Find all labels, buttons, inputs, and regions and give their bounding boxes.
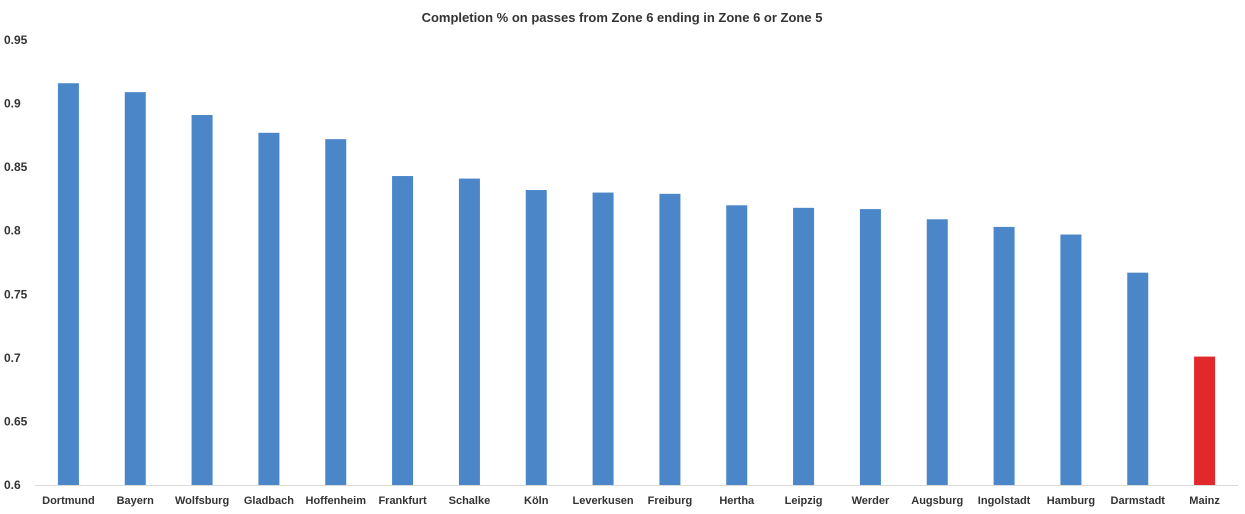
chart-title: Completion % on passes from Zone 6 endin… (422, 10, 823, 25)
y-tick-label: 0.85 (4, 160, 28, 174)
bar-werder (859, 209, 881, 485)
x-tick-label: Bayern (117, 495, 155, 507)
x-tick-label: Werder (852, 495, 890, 507)
x-tick-label: Darmstadt (1111, 495, 1166, 507)
bar-hertha (726, 205, 748, 486)
x-tick-label: Gladbach (244, 495, 294, 507)
x-tick-label: Wolfsburg (175, 495, 229, 507)
y-tick-label: 0.75 (4, 287, 28, 301)
bar-frankfurt (392, 176, 414, 486)
y-tick-label: 0.7 (4, 351, 21, 365)
bar-leverkusen (592, 192, 614, 486)
y-tick-label: 0.8 (4, 224, 21, 238)
x-tick-label: Leipzig (785, 495, 823, 507)
x-tick-label: Hamburg (1047, 495, 1095, 507)
x-axis: Dortmund Bayern Wolfsburg Gladbach Hoffenhei… (42, 495, 1220, 507)
y-tick-label: 0.65 (4, 414, 28, 428)
bar-augsburg (926, 219, 948, 485)
bar-hamburg (1060, 234, 1082, 485)
bar-ingolstadt (993, 226, 1015, 485)
bar-leipzig (793, 207, 815, 486)
y-axis: 0.95 0.9 0.85 0.8 0.75 0.7 0.65 0.6 (4, 33, 28, 492)
bar-mainz (1194, 356, 1216, 485)
y-tick-label: 0.6 (4, 478, 21, 492)
x-tick-label: Ingolstadt (978, 495, 1031, 507)
x-tick-label: Köln (524, 495, 549, 507)
y-tick-label: 0.9 (4, 97, 21, 111)
bars (57, 83, 1216, 486)
x-tick-label: Frankfurt (378, 495, 427, 507)
x-tick-label: Hoffenheim (306, 495, 367, 507)
bar-gladbach (258, 132, 280, 486)
x-tick-label: Mainz (1189, 495, 1220, 507)
bar-bayern (124, 92, 146, 485)
x-tick-label: Dortmund (42, 495, 95, 507)
x-tick-label: Freiburg (648, 495, 693, 507)
x-tick-label: Augsburg (911, 495, 963, 507)
bar-schalke (458, 178, 480, 486)
bar-dortmund (57, 83, 79, 485)
bar-freiburg (659, 193, 681, 486)
bar-hoffenheim (325, 139, 347, 485)
x-tick-label: Hertha (719, 495, 755, 507)
y-tick-label: 0.95 (4, 33, 28, 47)
x-tick-label: Schalke (449, 495, 491, 507)
x-tick-label: Leverkusen (573, 495, 634, 507)
bar-köln (525, 190, 547, 485)
bar-darmstadt (1127, 272, 1149, 485)
bar-wolfsburg (191, 115, 213, 485)
